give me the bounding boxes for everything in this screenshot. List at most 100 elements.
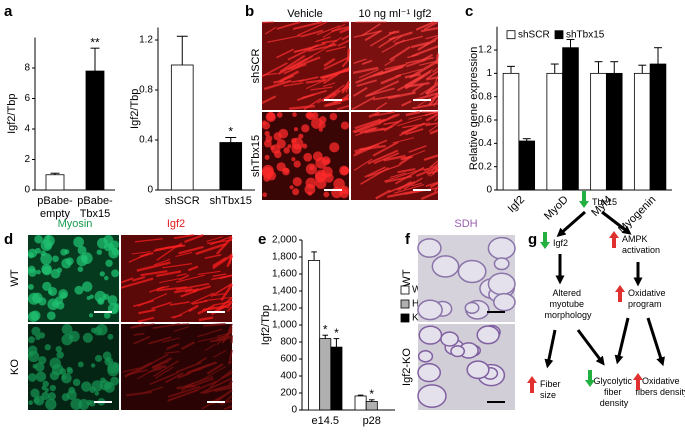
bar <box>591 73 607 190</box>
cell <box>58 289 68 299</box>
cell <box>98 300 102 304</box>
row-label: WT <box>9 269 21 286</box>
change-indicator <box>615 285 625 302</box>
x-tick-label: e14.5 <box>311 415 339 427</box>
cell <box>83 333 93 343</box>
fiber-outline <box>451 346 464 357</box>
cell <box>266 112 275 121</box>
fiber-outline <box>494 258 508 270</box>
diagram-arrow <box>548 330 555 364</box>
cell <box>305 178 316 189</box>
change-indicator <box>579 191 589 208</box>
y-tick-label: 0.4 <box>478 138 492 149</box>
fiber <box>177 324 189 325</box>
panel-label: g <box>528 231 537 248</box>
row-label: shTbx15 <box>250 135 262 177</box>
fiber-outline <box>418 300 442 319</box>
y-tick-label: 1,800 <box>272 252 297 263</box>
cell <box>265 155 270 160</box>
cell <box>309 165 314 170</box>
cell <box>313 151 323 161</box>
change-indicator <box>540 232 550 249</box>
fiber-outline <box>488 273 515 294</box>
cell <box>303 153 312 162</box>
node-label: Igf2 <box>553 238 568 248</box>
cell <box>103 351 112 360</box>
cell <box>45 399 56 410</box>
diagram-arrow <box>618 318 628 360</box>
cell <box>291 138 297 144</box>
bar <box>355 396 366 410</box>
cell <box>322 156 331 165</box>
cell <box>40 250 46 256</box>
y-tick-label: 800 <box>280 337 297 348</box>
column-label: Vehicle <box>287 8 322 20</box>
node-label: Glycolytic fiber density <box>593 376 634 408</box>
y-tick-label: 600 <box>280 354 297 365</box>
diagram-arrow <box>648 318 662 362</box>
cell <box>49 358 60 369</box>
cell <box>100 377 106 383</box>
cell <box>262 122 270 130</box>
y-tick-label: 8 <box>24 63 30 74</box>
bar <box>563 48 579 190</box>
cell <box>262 192 267 197</box>
cell <box>339 166 349 176</box>
bar <box>519 141 535 190</box>
cell <box>294 160 301 167</box>
cell <box>78 266 84 272</box>
cell <box>82 255 88 261</box>
cell <box>62 393 70 401</box>
cell <box>45 344 51 350</box>
fiber-outline <box>477 326 499 343</box>
bar <box>309 260 320 410</box>
cell <box>96 324 107 335</box>
bar <box>650 64 666 190</box>
y-tick-label: 1,000 <box>272 320 297 331</box>
y-tick-label: 0 <box>24 185 30 196</box>
cell <box>95 355 102 362</box>
x-tick-label: Igf2 <box>506 194 527 215</box>
significance: * <box>334 326 339 340</box>
cell <box>28 252 34 258</box>
cell <box>319 121 326 128</box>
fiber-outline <box>432 256 458 277</box>
y-tick-label: 2,000 <box>272 235 297 246</box>
y-tick-label: 1 <box>486 68 492 79</box>
y-tick-label: 200 <box>280 388 297 399</box>
cell <box>319 128 323 132</box>
panel-label: f <box>405 231 411 248</box>
y-tick-label: 0.6 <box>478 115 492 126</box>
panel-label: c <box>465 3 473 20</box>
cell <box>36 371 46 381</box>
change-indicator <box>527 376 537 393</box>
cell <box>78 361 84 367</box>
y-tick-label: 0 <box>291 405 297 416</box>
y-tick-label: 0.8 <box>139 85 153 96</box>
cell <box>271 144 281 154</box>
cell <box>91 328 97 334</box>
cell <box>301 124 309 132</box>
cell <box>277 162 286 171</box>
cell <box>68 387 75 394</box>
cell <box>113 362 119 368</box>
cell <box>33 397 39 403</box>
y-tick-label: 1,400 <box>272 286 297 297</box>
cell <box>108 295 118 305</box>
cell <box>52 255 59 262</box>
node-label: AMPK activation <box>622 234 660 255</box>
column-label: Myosin <box>58 218 93 230</box>
bar <box>634 73 650 190</box>
cell <box>41 386 45 390</box>
cell <box>47 298 59 310</box>
fiber-outline <box>494 294 515 311</box>
cell <box>69 335 73 339</box>
y-tick-label: 0.2 <box>478 161 492 172</box>
fiber-outline <box>418 385 446 407</box>
x-tick-label: pBabe-Tbx15 <box>77 195 113 220</box>
bar <box>606 73 622 190</box>
x-tick-label: MyoD <box>542 194 571 223</box>
row-label: KO <box>9 359 21 375</box>
cell <box>73 237 84 248</box>
